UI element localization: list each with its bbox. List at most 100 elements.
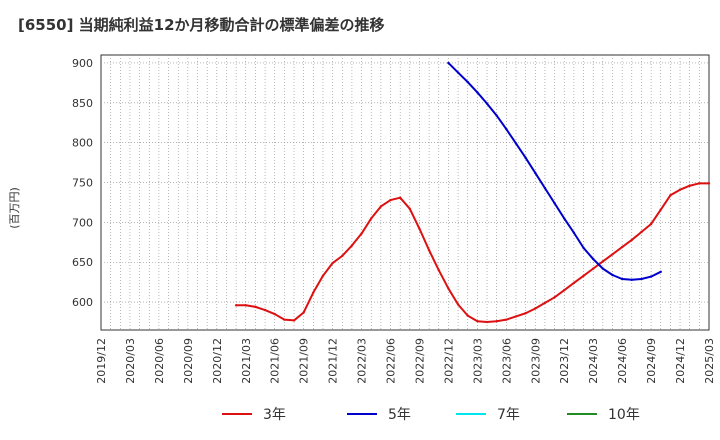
- legend-label: 7年: [497, 407, 520, 423]
- data-point: 5年 2023/03: 863: [476, 91, 479, 94]
- data-point: 3年 2022/07: 731: [398, 196, 402, 199]
- data-point: 5年 2023/11: 724: [553, 202, 556, 205]
- data-point: 5年 2024/10: 638: [659, 270, 662, 274]
- data-point: 3年 2021/11: 633: [321, 274, 325, 277]
- data-point: 3年 2022/04: 705: [370, 217, 373, 220]
- y-axis: 600 650 700 750 800 850 900: [72, 57, 93, 309]
- legend-label: 3年: [263, 407, 286, 423]
- data-point: 3年 2023/05: 576: [495, 320, 498, 323]
- legend-label: 5年: [388, 407, 411, 423]
- y-axis-label: (百万円): [8, 187, 21, 229]
- data-point: 3年 2021/09: 587: [302, 311, 305, 314]
- data-point: 3年 2021/10: 612: [312, 291, 315, 294]
- data-point: 3年 2021/08: 577: [292, 319, 296, 322]
- data-point: 5年 2023/02: 876: [466, 80, 469, 84]
- data-point: 3年 2024/09: 698: [649, 222, 653, 226]
- data-point: 3年 2024/01: 624: [572, 281, 576, 285]
- series-lines: 3年 2021/02: 596 3年 2021/03: 596 3年 2021/04…: [234, 61, 711, 324]
- x-tick-label: 2024/09: [645, 338, 658, 384]
- data-point: 3年 2024/07: 678: [630, 238, 633, 242]
- x-tick-label: 2022/03: [356, 338, 369, 384]
- data-point: 5年 2024/04: 642: [601, 267, 605, 270]
- data-point: 3年 2025/01: 746: [688, 184, 691, 187]
- x-tick-label: 2020/12: [211, 338, 224, 384]
- x-tick-label: 2021/09: [298, 338, 311, 384]
- y-tick-label: 600: [72, 296, 93, 309]
- data-point: 3年 2025/02: 749: [698, 182, 701, 185]
- data-point: 3年 2024/03: 642: [591, 267, 595, 270]
- data-point: 5年 2023/04: 849: [485, 102, 489, 105]
- data-point: 3年 2023/03: 576: [476, 320, 479, 323]
- data-point: 3年 2021/02: 596: [234, 304, 238, 307]
- data-point: 3年 2023/12: 615: [563, 288, 566, 292]
- data-point: 3年 2024/12: 741: [678, 188, 682, 191]
- data-point: 3年 2023/07: 582: [514, 315, 518, 318]
- x-tick-label: 2022/12: [442, 338, 455, 384]
- data-point: 5年 2024/06: 629: [620, 277, 624, 281]
- data-point: 5年 2024/03: 654: [591, 257, 595, 261]
- y-tick-label: 850: [72, 97, 93, 110]
- data-point: 3年 2021/12: 649: [331, 261, 334, 265]
- data-point: 5年 2023/05: 834: [495, 114, 498, 117]
- data-point: 5年 2023/07: 799: [514, 142, 518, 145]
- y-tick-label: 800: [72, 137, 93, 150]
- data-point: 5年 2024/01: 687: [572, 231, 576, 234]
- y-tick-label: 650: [72, 256, 93, 269]
- x-axis: 2019/12 2020/03 2020/06 2020/09 2020/12 2021/…: [95, 338, 716, 384]
- y-tick-label: 700: [72, 216, 93, 229]
- data-point: 3年 2022/08: 717: [408, 207, 412, 211]
- x-tick-label: 2020/06: [153, 338, 166, 384]
- x-tick-label: 2022/06: [385, 338, 398, 384]
- legend: 3年 5年 7年 10年: [222, 407, 640, 423]
- x-tick-label: 2024/06: [616, 338, 629, 384]
- data-point: 3年 2024/02: 633: [582, 274, 585, 277]
- data-point: 3年 2022/02: 671: [350, 244, 354, 247]
- data-point: 3年 2024/04: 651: [601, 260, 605, 263]
- data-point: 5年 2023/12: 705: [563, 217, 566, 220]
- data-point: 3年 2021/05: 590: [263, 308, 267, 312]
- x-tick-label: 2020/03: [124, 338, 137, 384]
- data-point: 5年 2023/08: 781: [524, 156, 527, 160]
- data-point: 3年 2022/01: 658: [341, 254, 344, 258]
- data-point: 3年 2022/03: 686: [360, 232, 363, 235]
- x-tick-label: 2022/09: [413, 338, 426, 384]
- x-tick-label: 2024/03: [587, 338, 600, 384]
- data-point: 5年 2024/07: 628: [630, 278, 633, 281]
- data-point: 3年 2022/09: 692: [418, 227, 421, 230]
- data-point: 3年 2021/04: 594: [254, 305, 257, 309]
- x-tick-label: 2021/03: [240, 338, 253, 384]
- x-tick-label: 2021/12: [327, 338, 340, 384]
- data-point: 3年 2021/03: 596: [244, 304, 247, 307]
- data-point: 3年 2022/11: 640: [437, 269, 440, 272]
- data-point: 3年 2023/02: 583: [466, 314, 469, 317]
- data-point: 3年 2023/11: 606: [553, 296, 556, 299]
- data-point: 3年 2023/01: 597: [456, 303, 460, 306]
- y-tick-label: 900: [72, 57, 93, 70]
- data-point: 3年 2023/10: 599: [543, 301, 547, 305]
- data-point: 3年 2023/04: 575: [485, 320, 489, 324]
- data-point: 3年 2023/09: 592: [534, 307, 537, 310]
- data-point: 3年 2024/06: 669: [620, 245, 624, 249]
- data-point: 5年 2023/06: 817: [505, 127, 508, 131]
- data-point: 3年 2023/08: 586: [524, 312, 527, 315]
- data-point: 5年 2022/12: 900: [447, 61, 450, 65]
- data-point: 3年 2024/08: 688: [640, 230, 643, 234]
- x-tick-label: 2025/03: [703, 338, 716, 384]
- data-point: 5年 2023/01: 888: [456, 71, 460, 74]
- data-point: 5年 2024/05: 634: [611, 273, 614, 277]
- x-tick-label: 2021/06: [269, 338, 282, 384]
- data-point: 3年 2024/05: 660: [611, 253, 614, 256]
- x-tick-label: 2023/03: [471, 338, 484, 384]
- data-point: 3年 2024/10: 716: [659, 208, 662, 211]
- data-point: 3年 2023/06: 578: [505, 318, 508, 321]
- plot-area: [100, 54, 710, 331]
- x-tick-label: 2024/12: [674, 338, 687, 384]
- data-point: 3年 2021/07: 578: [283, 318, 286, 321]
- legend-label: 10年: [608, 407, 640, 423]
- data-point: 3年 2022/05: 720: [379, 205, 383, 208]
- data-point: 5年 2024/09: 632: [649, 275, 653, 278]
- data-point: 3年 2021/06: 585: [273, 312, 276, 316]
- x-tick-label: 2023/09: [529, 338, 542, 384]
- data-point: 5年 2023/10: 743: [543, 186, 547, 190]
